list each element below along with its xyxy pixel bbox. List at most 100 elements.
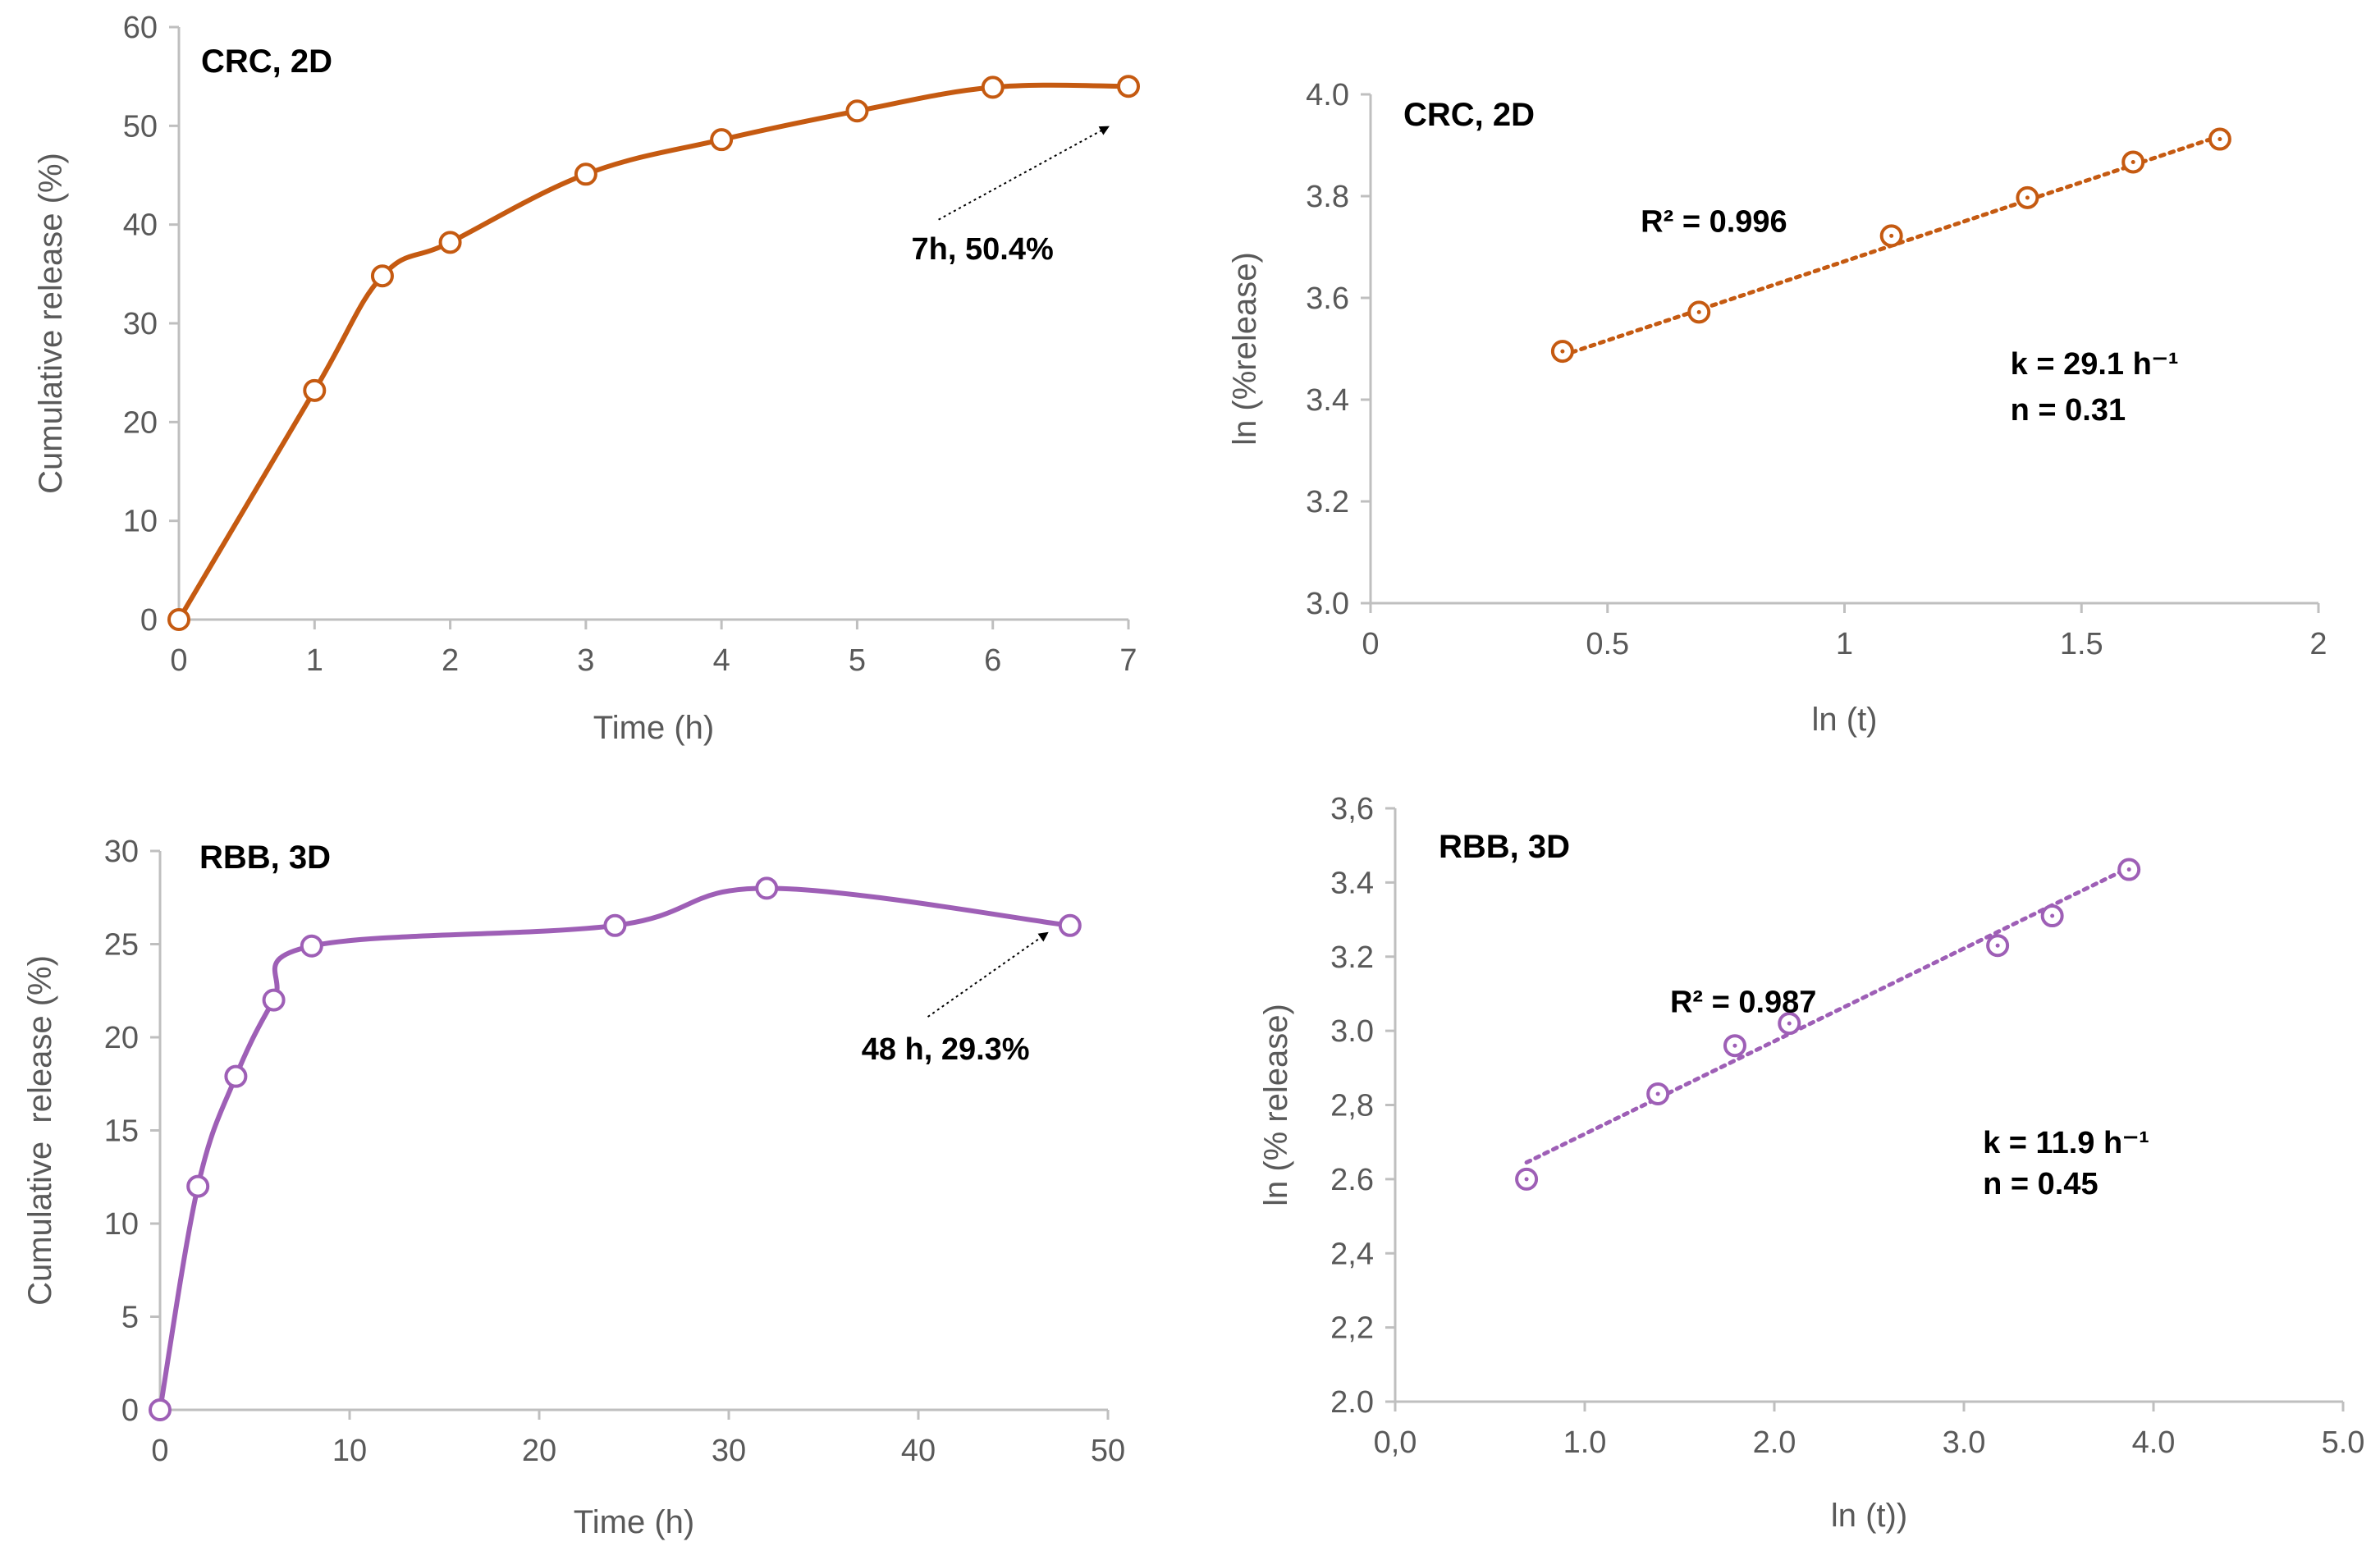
x-axis-title: Time (h) [593,710,714,746]
x-tick-label: 10 [332,1434,367,1468]
data-point [300,934,323,958]
y-axis-title: ln (%release) [1227,252,1263,446]
annotation-arrow [938,126,1110,221]
data-point [845,99,869,123]
data-point-center [1889,233,1894,238]
annotation-label: 7h, 50.4% [912,232,1054,267]
y-tick-label: 60 [123,11,158,45]
y-tick-label: 10 [123,505,158,539]
data-point-center [2050,913,2055,918]
x-tick-label: 20 [522,1434,556,1468]
y-tick-label: 3.2 [1330,940,1374,975]
k-value-label: k = 11.9 h⁻¹ [1983,1126,2149,1160]
chart-crc-2d-release: 0 1 2 3 4 5 6 7 0 10 20 30 40 50 60 Time (h) Cumulative … [33,11,1140,746]
x-tick-label: 1 [306,643,323,678]
y-tick-label: 3,6 [1330,792,1374,826]
y-tick-label: 2,2 [1330,1311,1374,1346]
y-tick-label: 3.0 [1306,587,1349,621]
data-point [981,75,1005,99]
y-tick-label: 4.0 [1306,78,1349,112]
n-value-label: n = 0.31 [2011,393,2126,428]
y-tick-label: 3.0 [1330,1014,1374,1049]
x-tick-label: 0 [1362,627,1379,661]
data-point [149,1398,172,1421]
x-tick-label: 0 [170,643,187,678]
y-tick-label: 20 [104,1021,139,1055]
y-axis-title: ln (% release) [1258,1004,1294,1206]
x-tick-label: 2.0 [1753,1425,1796,1460]
data-point [438,231,462,254]
series-line [176,82,1129,621]
data-point [167,608,190,631]
data-point-center [1732,1043,1737,1048]
y-axis-title: Cumulative release (%) [22,955,58,1306]
data-point-center [2131,159,2135,164]
x-axis-title: ln (t) [1812,702,1878,738]
panel-title: RBB, 3D [1439,829,1570,865]
k-value-label: k = 29.1 h⁻¹ [2011,347,2179,382]
panel-title: CRC, 2D [201,43,332,80]
data-point-center [1655,1091,1660,1096]
data-point [1058,913,1082,937]
y-tick-label: 0 [121,1393,139,1428]
y-tick-label: 3.2 [1306,485,1349,519]
y-tick-label: 40 [123,208,158,243]
x-tick-label: 0 [151,1434,168,1468]
y-tick-label: 0 [140,603,158,638]
data-point [224,1064,248,1088]
y-tick-label: 3.4 [1306,383,1349,418]
data-point [262,988,286,1012]
panel-title: CRC, 2D [1403,97,1535,133]
data-point-center [2218,137,2222,142]
data-point [710,128,734,152]
trendline [1524,865,2131,1165]
y-tick-label: 5 [121,1301,139,1335]
y-tick-label: 30 [104,835,139,869]
annotation-arrow [927,931,1049,1018]
n-value-label: n = 0.45 [1983,1167,2098,1201]
y-tick-label: 3.6 [1306,281,1349,316]
x-axis-title: Time (h) [574,1504,694,1540]
chart-rbb-3d-loglog: 0,0 1.0 2.0 3.0 4.0 5.0 2.0 2,2 2,4 2.6 2,8 3.0 3.2 3… [1258,792,2364,1534]
data-point-center [1995,943,2000,948]
x-tick-label: 1.0 [1563,1425,1607,1460]
x-tick-label: 40 [901,1434,936,1468]
x-tick-label: 30 [712,1434,746,1468]
x-tick-label: 2 [442,643,459,678]
y-tick-label: 3.8 [1306,180,1349,214]
x-tick-label: 3.0 [1943,1425,1986,1460]
x-tick-label: 3 [577,643,594,678]
data-point-center [1696,309,1701,314]
data-point-center [1560,349,1565,354]
y-tick-label: 25 [104,928,139,963]
x-tick-label: 5 [849,643,866,678]
x-tick-label: 4.0 [2132,1425,2176,1460]
y-tick-label: 15 [104,1114,139,1149]
data-point [370,264,394,288]
y-tick-label: 20 [123,405,158,440]
x-tick-label: 1.5 [2060,627,2103,661]
data-point [755,876,779,900]
x-tick-label: 0.5 [1586,627,1629,661]
x-tick-label: 2 [2309,627,2327,661]
y-tick-label: 2.6 [1330,1163,1374,1197]
y-tick-label: 2,8 [1330,1089,1374,1123]
data-point [574,162,597,186]
y-tick-label: 2.0 [1330,1385,1374,1420]
x-tick-label: 1 [1836,627,1853,661]
x-tick-label: 50 [1091,1434,1125,1468]
x-tick-label: 4 [713,643,730,678]
panel-title: RBB, 3D [199,840,331,876]
data-point-center [1524,1177,1529,1182]
y-tick-label: 50 [123,109,158,144]
data-point [186,1174,210,1198]
y-tick-label: 2,4 [1330,1237,1374,1271]
data-point-center [1787,1021,1792,1026]
y-axis-title: Cumulative release (%) [33,153,69,494]
x-tick-label: 5.0 [2322,1425,2365,1460]
y-tick-label: 30 [123,307,158,341]
annotation-label: 48 h, 29.3% [862,1032,1030,1067]
x-tick-label: 6 [984,643,1001,678]
r-squared-label: R² = 0.987 [1670,986,1817,1020]
